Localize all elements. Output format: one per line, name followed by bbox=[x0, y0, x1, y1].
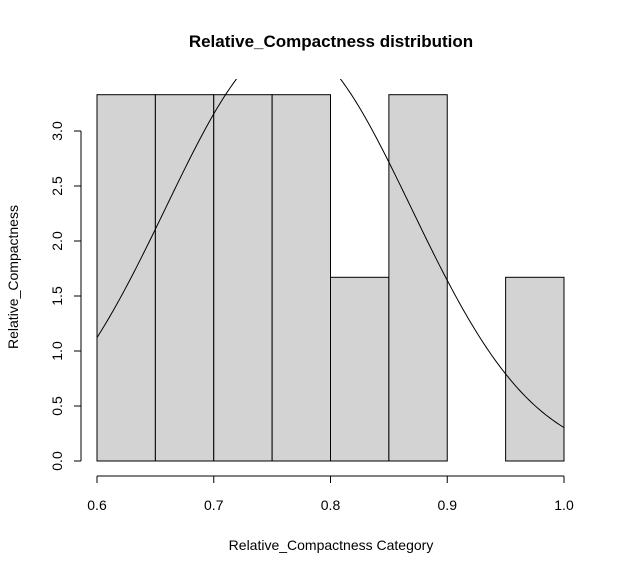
bar-1 bbox=[154, 94, 215, 462]
x-tick-label-4: 1.0 bbox=[554, 497, 574, 513]
bar-3 bbox=[271, 94, 331, 462]
y-axis-label: Relative_Compactness bbox=[5, 205, 21, 349]
density-curve bbox=[96, 79, 565, 428]
bars-group bbox=[96, 94, 565, 462]
bar-5 bbox=[388, 94, 448, 462]
x-axis-label: Relative_Compactness Category bbox=[229, 537, 434, 553]
y-tick-label-0: 0.0 bbox=[49, 451, 65, 471]
y-tick-label-4: 2.0 bbox=[49, 231, 65, 251]
x-tick-label-0: 0.6 bbox=[87, 497, 107, 513]
y-tick-label-5: 2.5 bbox=[49, 176, 65, 196]
x-tick-label-3: 0.9 bbox=[438, 497, 458, 513]
x-tick-label-1: 0.7 bbox=[204, 497, 224, 513]
bar-7 bbox=[505, 276, 565, 462]
bar-2 bbox=[213, 94, 273, 462]
y-axis: 0.0 0.5 1.0 1.5 2.0 2.5 3.0 bbox=[49, 121, 82, 471]
y-tick-label-2: 1.0 bbox=[49, 341, 65, 361]
chart-title: Relative_Compactness distribution bbox=[189, 32, 473, 51]
density-curve-group bbox=[96, 79, 565, 428]
y-tick-label-1: 0.5 bbox=[49, 396, 65, 416]
x-tick-label-2: 0.8 bbox=[321, 497, 341, 513]
bar-4 bbox=[330, 276, 390, 462]
bar-0 bbox=[96, 94, 156, 462]
y-tick-label-3: 1.5 bbox=[49, 286, 65, 306]
x-axis: 0.6 0.7 0.8 0.9 1.0 bbox=[87, 475, 574, 513]
y-tick-label-6: 3.0 bbox=[49, 121, 65, 141]
